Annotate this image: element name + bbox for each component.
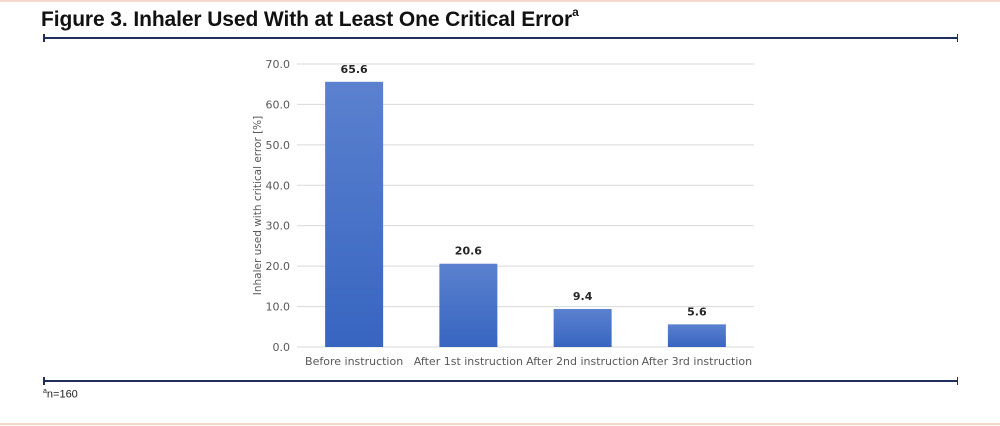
y-tick-label: 30.0 [266, 220, 291, 233]
y-tick-label: 60.0 [266, 98, 291, 111]
bar [439, 263, 498, 347]
bar [553, 308, 612, 347]
data-label: 9.4 [573, 290, 593, 303]
y-tick-label: 40.0 [266, 179, 291, 192]
bottom-rule [43, 377, 958, 384]
figure-title-text: Figure 3. Inhaler Used With at Least One… [41, 8, 573, 31]
page-bottom-border [0, 423, 1000, 425]
footnote-text: n=160 [46, 388, 78, 401]
footnote-marker: a [43, 388, 47, 395]
y-tick-label: 50.0 [266, 139, 291, 152]
x-tick-label: After 2nd instruction [526, 355, 639, 368]
x-tick-label: After 1st instruction [414, 355, 523, 368]
y-axis-title: Inhaler used with critical error [%] [252, 116, 264, 296]
x-tick-label: Before instruction [305, 355, 403, 368]
y-tick-label: 0.0 [273, 341, 291, 354]
data-label: 65.6 [341, 63, 368, 76]
footnote: an=160 [43, 388, 78, 401]
figure-title: Figure 3. Inhaler Used With at Least One… [41, 5, 579, 32]
y-tick-label: 70.0 [266, 58, 291, 71]
top-rule [43, 34, 958, 41]
bar [667, 324, 726, 347]
data-label: 20.6 [455, 245, 482, 258]
y-tick-label: 10.0 [266, 301, 291, 314]
x-tick-label: After 3rd instruction [642, 355, 752, 368]
data-label: 5.6 [687, 305, 707, 318]
page-top-border [0, 0, 1000, 2]
figure-title-superscript: a [572, 5, 579, 19]
y-tick-label: 20.0 [266, 260, 291, 273]
bar [325, 81, 384, 347]
